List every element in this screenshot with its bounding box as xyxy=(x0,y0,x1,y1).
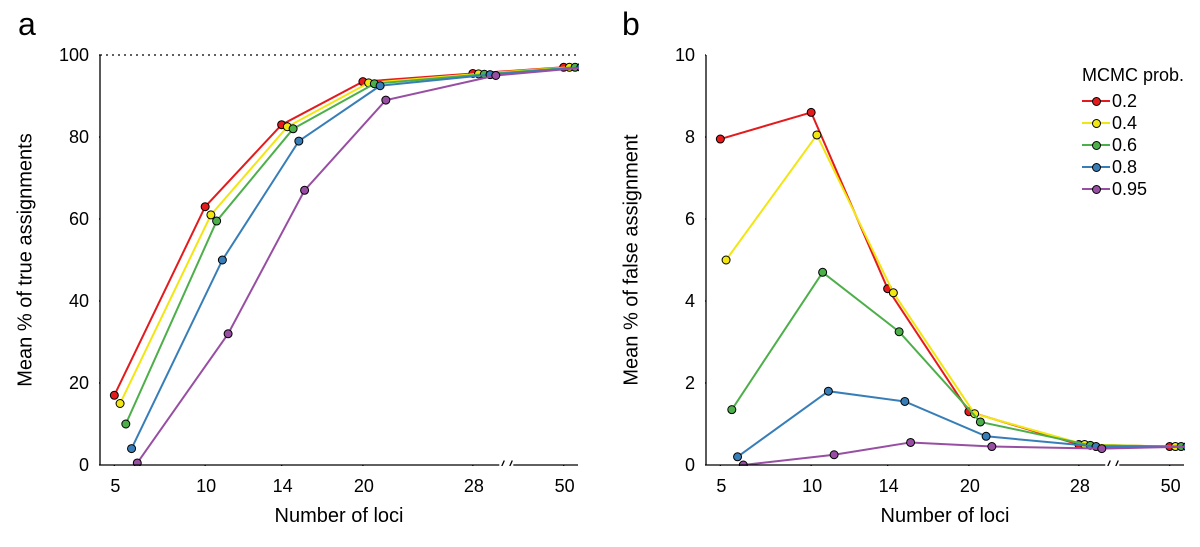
legend-title: MCMC prob. xyxy=(1082,65,1184,86)
ytick-label: 6 xyxy=(685,209,695,230)
ytick-label: 60 xyxy=(69,209,89,230)
xtick-label: 14 xyxy=(879,476,899,497)
xtick-label: 5 xyxy=(110,476,120,497)
legend-item: 0.6 xyxy=(1082,134,1184,156)
ytick-label: 80 xyxy=(69,127,89,148)
ytick-label: 100 xyxy=(59,45,89,66)
figure-container: a02040608010051014202850Mean % of true a… xyxy=(0,0,1200,547)
legend-item: 0.2 xyxy=(1082,90,1184,112)
ylabel-a: Mean % of true assignments xyxy=(15,133,38,386)
xtick-label: 20 xyxy=(354,476,374,497)
legend-label: 0.4 xyxy=(1112,113,1137,134)
legend-item: 0.4 xyxy=(1082,112,1184,134)
xlabel-a: Number of loci xyxy=(275,505,404,528)
ylabel-b: Mean % of false assignment xyxy=(621,134,644,385)
xtick-label: 50 xyxy=(555,476,575,497)
legend-item: 0.8 xyxy=(1082,156,1184,178)
ytick-label: 0 xyxy=(79,455,89,476)
xtick-label: 20 xyxy=(960,476,980,497)
ytick-label: 4 xyxy=(685,291,695,312)
xtick-label: 14 xyxy=(273,476,293,497)
xtick-label: 10 xyxy=(802,476,822,497)
panel-letter-a: a xyxy=(18,6,36,43)
ytick-label: 2 xyxy=(685,373,695,394)
ytick-label: 10 xyxy=(675,45,695,66)
legend-label: 0.6 xyxy=(1112,135,1137,156)
plot-svg-a xyxy=(99,54,579,466)
legend-label: 0.2 xyxy=(1112,91,1137,112)
legend: MCMC prob. 0.20.40.60.80.95 xyxy=(1082,65,1184,200)
xtick-label: 10 xyxy=(196,476,216,497)
legend-label: 0.8 xyxy=(1112,157,1137,178)
legend-item: 0.95 xyxy=(1082,178,1184,200)
xtick-label: 50 xyxy=(1161,476,1181,497)
xtick-label: 5 xyxy=(716,476,726,497)
xlabel-b: Number of loci xyxy=(881,505,1010,528)
xtick-label: 28 xyxy=(464,476,484,497)
ytick-label: 0 xyxy=(685,455,695,476)
xtick-label: 28 xyxy=(1070,476,1090,497)
legend-label: 0.95 xyxy=(1112,179,1147,200)
ytick-label: 8 xyxy=(685,127,695,148)
ytick-label: 20 xyxy=(69,373,89,394)
ytick-label: 40 xyxy=(69,291,89,312)
panel-letter-b: b xyxy=(622,6,640,43)
